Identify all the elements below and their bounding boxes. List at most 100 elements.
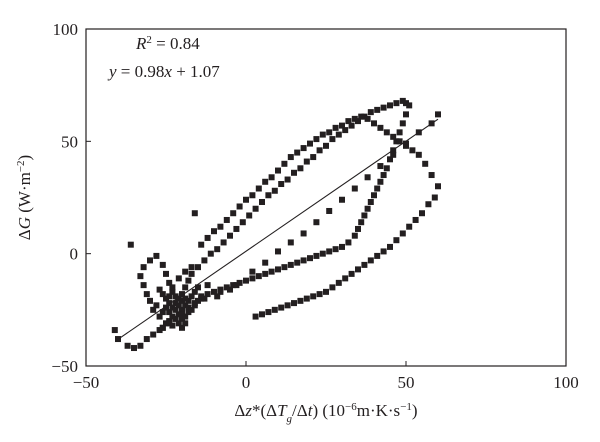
x-tick-label: 50: [398, 373, 415, 392]
data-point: [355, 225, 361, 232]
y-axis-label: ΔG (W·m−2): [15, 155, 34, 240]
data-point: [371, 120, 377, 127]
data-point: [175, 311, 182, 318]
data-point: [198, 241, 205, 248]
data-point: [303, 295, 310, 302]
data-point: [163, 295, 169, 302]
data-point: [339, 196, 345, 203]
x-tick-label: 0: [242, 373, 251, 392]
data-point: [396, 138, 403, 145]
data-point: [275, 248, 281, 255]
data-point: [252, 313, 259, 320]
data-point: [182, 268, 189, 275]
y-tick-label: 50: [61, 132, 78, 151]
data-point: [326, 248, 333, 255]
data-point: [316, 147, 323, 154]
data-point: [342, 127, 349, 134]
data-point: [358, 219, 365, 226]
data-point: [399, 120, 406, 127]
data-point: [329, 284, 336, 291]
data-point: [262, 270, 269, 277]
data-point: [403, 140, 409, 147]
y-tick-label: −50: [51, 357, 78, 376]
data-point: [179, 291, 185, 298]
data-point: [204, 234, 211, 241]
data-point: [287, 154, 294, 161]
data-point: [255, 273, 262, 280]
data-point: [169, 284, 176, 291]
data-point: [182, 295, 189, 302]
data-point: [297, 297, 304, 304]
data-point: [140, 264, 147, 271]
data-point: [387, 243, 393, 250]
data-point: [268, 174, 275, 181]
data-point: [182, 313, 189, 320]
data-point: [345, 118, 352, 125]
data-point: [217, 288, 224, 295]
data-point: [406, 223, 413, 230]
data-point: [326, 129, 333, 136]
data-point: [399, 230, 406, 237]
data-point: [188, 264, 195, 271]
data-point: [310, 154, 317, 161]
data-point: [182, 320, 189, 327]
data-point: [175, 320, 182, 327]
data-point: [307, 255, 313, 262]
data-point: [214, 246, 221, 253]
data-point: [166, 309, 173, 316]
data-point: [377, 163, 384, 170]
x-tick-label: −50: [73, 373, 100, 392]
data-point: [249, 275, 256, 282]
data-point: [355, 266, 361, 273]
data-point: [233, 282, 240, 289]
data-point: [211, 228, 217, 235]
data-point: [115, 336, 121, 343]
data-point: [153, 252, 160, 259]
data-point: [339, 122, 345, 129]
data-point: [278, 181, 285, 188]
data-point: [431, 194, 438, 201]
data-point: [236, 279, 243, 286]
data-point: [335, 279, 342, 286]
data-point: [287, 239, 294, 246]
data-point: [182, 284, 189, 291]
data-point: [223, 216, 230, 223]
data-point: [230, 210, 237, 217]
r-squared-annotation: R2 = 0.84: [135, 34, 200, 53]
data-point: [204, 282, 211, 289]
data-point: [275, 167, 281, 174]
data-point: [243, 277, 249, 284]
regression-equation-annotation: y = 0.98x + 1.07: [107, 62, 220, 81]
data-point: [332, 246, 339, 253]
data-point: [127, 241, 134, 248]
data-point: [313, 252, 320, 259]
data-point: [409, 147, 416, 154]
data-point: [300, 145, 307, 152]
data-point: [422, 160, 429, 167]
data-point: [195, 264, 201, 271]
data-point: [374, 106, 381, 113]
data-point: [284, 302, 291, 309]
y-tick-label: 0: [70, 245, 79, 264]
data-point: [156, 313, 163, 320]
data-point: [166, 300, 173, 307]
data-point: [351, 185, 358, 192]
data-point: [367, 198, 374, 205]
data-point: [275, 266, 281, 273]
axis-ticks: −50 0 50 100 −50 0 50 100: [51, 20, 578, 392]
data-point: [243, 196, 249, 203]
data-point: [255, 185, 262, 192]
data-point: [111, 327, 118, 334]
data-point: [195, 297, 201, 304]
data-point: [188, 306, 195, 313]
data-point: [172, 315, 179, 322]
data-point: [179, 311, 185, 318]
data-point: [124, 342, 131, 349]
data-point: [172, 300, 179, 307]
data-point: [163, 270, 169, 277]
data-point: [278, 304, 285, 311]
data-point: [207, 250, 214, 257]
data-point: [435, 111, 441, 118]
data-point: [185, 304, 192, 311]
